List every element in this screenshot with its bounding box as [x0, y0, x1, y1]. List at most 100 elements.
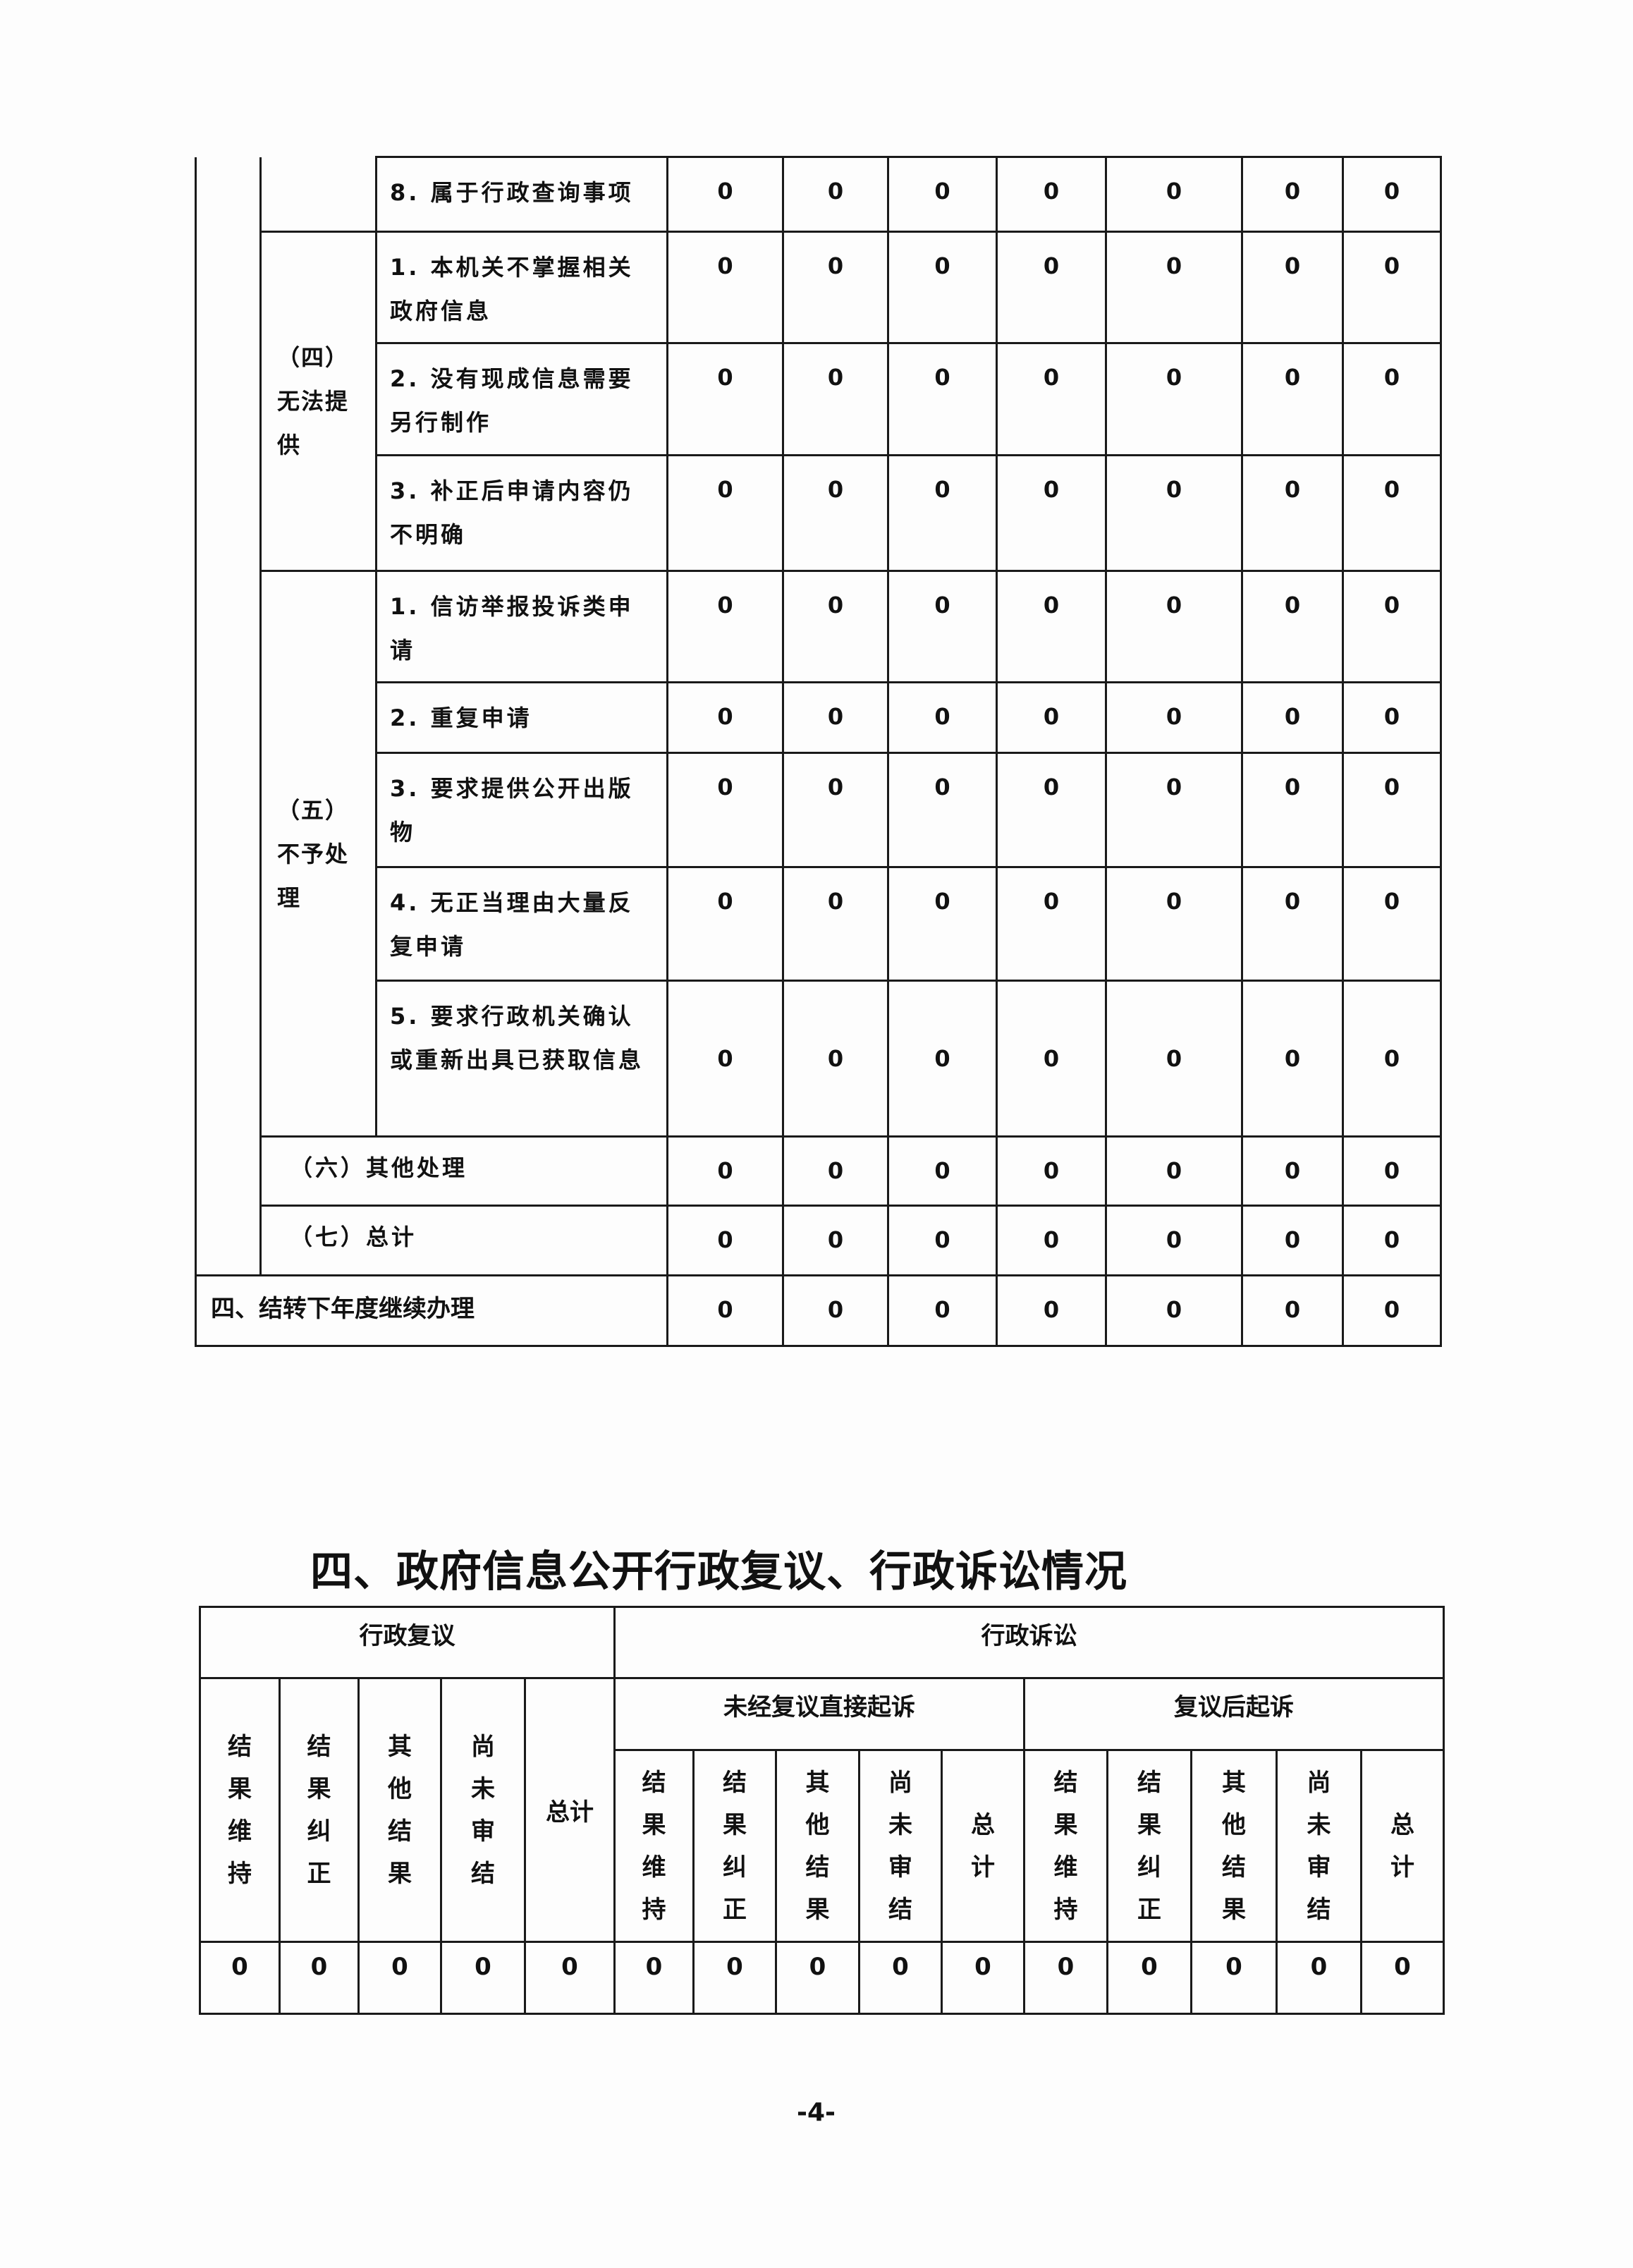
value-cell: 0 [357, 1941, 442, 2015]
value-cell: 0 [1342, 866, 1442, 982]
litigation-col-header: 总计 [1360, 1749, 1445, 1943]
value-cell: 0 [1342, 752, 1442, 868]
outer-category-cell [195, 157, 262, 1276]
value-cell: 0 [887, 231, 998, 344]
group-label: （四）无法提供 [259, 231, 377, 572]
row-label: 2. 没有现成信息需要另行制作 [375, 342, 668, 456]
row-label: 1. 信访举报投诉类申请 [375, 570, 668, 683]
value-cell: 0 [1241, 1205, 1344, 1276]
header-text: 其他结果 [1222, 1768, 1246, 1924]
header-text: 其他结果 [805, 1768, 830, 1924]
value-cell: 0 [996, 752, 1107, 868]
value-cell: 0 [887, 342, 998, 456]
review-col-header: 结果纠正 [279, 1677, 360, 1943]
value-cell: 0 [1241, 342, 1344, 456]
value-cell: 0 [1241, 866, 1344, 982]
review-col-header: 结果维持 [199, 1677, 281, 1943]
row-label: 3. 补正后申请内容仍不明确 [375, 454, 668, 572]
header-text: 总计 [1390, 1810, 1414, 1882]
value-cell: 0 [666, 342, 784, 456]
value-cell: 0 [887, 752, 998, 868]
value-cell: 0 [887, 1205, 998, 1276]
header-text: 尚未审结 [888, 1768, 912, 1924]
value-cell: 0 [666, 1135, 784, 1207]
value-cell: 0 [1241, 752, 1344, 868]
value-cell: 0 [1241, 570, 1344, 683]
value-cell: 0 [1190, 1941, 1278, 2015]
value-cell: 0 [666, 156, 784, 233]
value-cell: 0 [666, 752, 784, 868]
value-cell: 0 [666, 570, 784, 683]
value-cell: 0 [887, 570, 998, 683]
header-text: 结果维持 [228, 1732, 252, 1888]
value-cell: 0 [782, 752, 889, 868]
header-admin-review: 行政复议 [199, 1606, 616, 1679]
value-cell: 0 [1023, 1941, 1108, 2015]
value-cell: 0 [199, 1941, 281, 2015]
row-label: 四、结转下年度继续办理 [195, 1274, 668, 1347]
value-cell: 0 [782, 342, 889, 456]
value-cell: 0 [1342, 156, 1442, 233]
value-cell: 0 [1105, 866, 1243, 982]
litigation-col-header: 结果维持 [1023, 1749, 1108, 1943]
value-cell: 0 [1105, 454, 1243, 572]
litigation-col-header: 结果维持 [613, 1749, 695, 1943]
value-cell: 0 [1342, 454, 1442, 572]
value-cell: 0 [782, 866, 889, 982]
litigation-col-header: 结果纠正 [1106, 1749, 1192, 1943]
value-cell: 0 [1241, 454, 1344, 572]
value-cell: 0 [666, 980, 784, 1138]
value-cell: 0 [996, 454, 1107, 572]
value-cell: 0 [996, 570, 1107, 683]
header-suit-after-review: 复议后起诉 [1023, 1677, 1445, 1751]
section-title: 四、政府信息公开行政复议、行政诉讼情况 [310, 1547, 1127, 1597]
value-cell: 0 [692, 1941, 777, 2015]
value-cell: 0 [666, 1274, 784, 1347]
value-cell: 0 [1241, 681, 1344, 754]
value-cell: 0 [1105, 681, 1243, 754]
value-cell: 0 [666, 866, 784, 982]
value-cell: 0 [666, 454, 784, 572]
header-text: 尚未审结 [1307, 1768, 1331, 1924]
value-cell: 0 [782, 1135, 889, 1207]
value-cell: 0 [1105, 1274, 1243, 1347]
value-cell: 0 [1105, 1205, 1243, 1276]
value-cell: 0 [782, 681, 889, 754]
value-cell: 0 [782, 231, 889, 344]
value-cell: 0 [666, 681, 784, 754]
value-cell: 0 [996, 681, 1107, 754]
value-cell: 0 [1105, 570, 1243, 683]
value-cell: 0 [782, 1274, 889, 1347]
value-cell: 0 [1342, 980, 1442, 1138]
header-text: 尚未审结 [471, 1732, 495, 1888]
value-cell: 0 [996, 1135, 1107, 1207]
header-text: 总计 [546, 1798, 594, 1827]
header-text: 结果纠正 [1137, 1768, 1161, 1924]
row-label: 4. 无正当理由大量反复申请 [375, 866, 668, 982]
value-cell: 0 [1105, 1135, 1243, 1207]
value-cell: 0 [1105, 231, 1243, 344]
header-text: 结果纠正 [723, 1768, 747, 1924]
litigation-col-header: 尚未审结 [858, 1749, 943, 1943]
value-cell: 0 [1106, 1941, 1192, 2015]
row-label: 1. 本机关不掌握相关政府信息 [375, 231, 668, 344]
value-cell: 0 [1105, 752, 1243, 868]
value-cell: 0 [1342, 231, 1442, 344]
value-cell: 0 [613, 1941, 695, 2015]
value-cell: 0 [887, 1135, 998, 1207]
value-cell: 0 [1105, 342, 1243, 456]
value-cell: 0 [887, 156, 998, 233]
value-cell: 0 [996, 1274, 1107, 1347]
review-col-header: 总计 [524, 1677, 616, 1943]
value-cell: 0 [1241, 1135, 1344, 1207]
value-cell: 0 [666, 1205, 784, 1276]
value-cell: 0 [279, 1941, 360, 2015]
litigation-col-header: 其他结果 [775, 1749, 860, 1943]
litigation-col-header: 其他结果 [1190, 1749, 1278, 1943]
header-text: 其他结果 [388, 1732, 412, 1888]
header-text: 结果维持 [1053, 1768, 1078, 1924]
value-cell: 0 [887, 980, 998, 1138]
value-cell: 0 [782, 156, 889, 233]
value-cell: 0 [1342, 342, 1442, 456]
value-cell: 0 [1241, 980, 1344, 1138]
